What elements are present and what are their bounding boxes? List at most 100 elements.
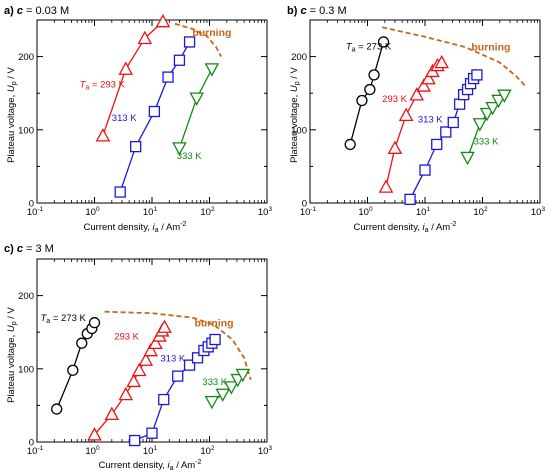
panel-b-series-333k-point [472,118,488,132]
panel-a-series-313k-point [130,140,142,153]
panel-b-xtick-label: 101 [416,206,431,218]
panel-b-series-273k-point [344,138,356,151]
panel-b-series-293k-point [409,87,425,101]
panel-b-series-273k-label: Ta = 273 K [346,41,392,53]
panel-c-series-313k-point [146,427,158,439]
panel-b-series-333k-point [497,89,512,103]
panel-c-series-333k-point [204,395,220,410]
panel-c-series-333k-label: 333 K [202,377,227,388]
panel-a-series-313k-point [114,186,126,198]
panel-b-series-293k-point [378,179,394,193]
panel-b-series-313k-point [404,193,416,205]
panel-a-xtick-label: 103 [258,206,273,218]
panel-c-series-313k-point [129,434,141,447]
panel-a-series-333k-point [172,142,187,156]
panel-c-ytick-label: 0 [29,438,34,449]
panel-a-series-313k-point [183,36,196,48]
panel-c-series-313k-point [183,359,196,371]
panel-a-xtick-label: 101 [143,206,158,218]
panel-c: c) c = 3 M Current density, ia / Am-2 Pl… [4,243,272,472]
panel-b-series-293k-point [434,54,449,69]
panel-b: b) c = 0.3 M Current density, ia / Am-2 … [287,5,545,234]
panel-c-series-333k-point [215,388,231,402]
panel-c-title: c) c = 3 M [4,243,54,255]
panel-b-series-333k-point [460,151,475,166]
panel-c-series-313k-point [191,352,204,364]
panel-c-series-273k-point [67,364,79,376]
panel-b-series-333k-label: 333 K [474,136,499,147]
panel-a-series-313k-point [162,71,174,83]
panel-c-ylabel: Plateau voltage, Up / V [6,306,18,402]
panel-a-series-333k-point [204,63,220,77]
panel-a-xlabel: Current density, ia / Am-2 [84,221,187,234]
panel-a-ytick-label: 0 [29,199,34,210]
panel-b-series-293k-point [387,140,403,154]
panel-c-ytick-label: 200 [18,291,34,302]
panel-a-series-293k-line [102,21,164,136]
panel-b-series-273k-point [377,36,390,48]
panel-a-series-293k-label: Ta = 293 K [80,79,126,91]
panel-c-series-293k-point [143,342,159,357]
panel-a-series-293k-point [137,30,153,45]
panel-a-burning-line [174,22,222,58]
panel-b-series-293k-point [416,78,432,92]
panel-b-series-313k-point [453,98,466,110]
panel-a-series-293k-point [155,13,171,28]
panel-a-ytick-label: 200 [18,52,34,63]
panel-b-ylabel: Plateau voltage, Up / V [289,66,301,162]
panel-c-series-313k-point [158,393,170,406]
panel-b-series-273k-point [356,94,368,107]
panel-c-xtick-label: 103 [258,445,273,457]
panel-c-series-313k-point [172,370,184,382]
panel-c-xtick-label: 100 [85,445,100,457]
panel-c-series-293k-point [104,406,120,421]
panel-c-series-293k-point [148,335,163,350]
panel-c-xtick-label: 101 [143,445,158,457]
panel-b-series-333k-point [485,101,500,116]
panel-b-series-293k-point [398,107,414,122]
panel-b-series-293k-label: 293 K [382,94,407,105]
panel-c-series-273k-point [76,337,88,349]
panel-b-xlabel: Current density, ia / Am-2 [354,221,457,234]
panel-a-burning-label: burning [192,27,231,39]
panel-c-xtick-label: 102 [200,445,215,457]
panel-c-series-273k-point [88,317,101,329]
panel-c-burning-label: burning [195,317,234,329]
panel-a-series-333k-label: 333 K [177,151,202,162]
panel-a-series-313k-point [148,105,161,118]
panel-b-ytick-label: 100 [291,125,307,136]
panel-b-series-313k-label: 313 K [418,114,443,125]
panel-b-series-313k-point [419,164,431,176]
panel-b-series-313k-point [431,138,443,151]
panel-c-series-313k-label: 313 K [160,353,185,364]
panel-a-series-333k-point [189,92,205,106]
panel-c-series-273k-point [51,403,63,415]
panel-a-series-333k-line [178,68,213,149]
panel-b-series-313k-point [447,116,459,129]
panel-c-burning-line [104,310,252,381]
panel-a: a) c = 0.03 M Current density, ia / Am-2… [4,5,272,234]
panel-b-series-293k-point [421,70,436,85]
panel-a-series-293k-point [118,61,134,75]
panel-a-series-313k-label: 313 K [112,113,137,124]
panel-b-xtick-label: 102 [473,206,488,218]
panel-c-ytick-label: 100 [18,364,34,375]
panel-c-series-333k-point [235,368,251,383]
panel-c-series-293k-point [131,362,147,377]
panel-c-series-293k-point [126,373,141,388]
panel-b-xtick-label: 100 [358,206,373,218]
panel-c-series-293k-label: 293 K [114,332,139,343]
panel-c-series-293k-point [118,386,134,401]
panel-c-series-293k-point [87,427,102,441]
panel-b-ytick-label: 200 [291,52,307,63]
panel-a-ytick-label: 100 [18,125,34,136]
panel-a-title: a) c = 0.03 M [4,5,69,17]
panel-c-series-293k-point [157,319,172,333]
panel-b-series-273k-point [364,83,376,96]
panel-c-series-293k-point [138,352,154,366]
panel-a-series-313k-point [173,54,186,66]
panel-b-burning-line [382,26,526,87]
panel-b-series-333k-point [479,107,495,122]
panel-c-series-333k-point [224,381,239,395]
